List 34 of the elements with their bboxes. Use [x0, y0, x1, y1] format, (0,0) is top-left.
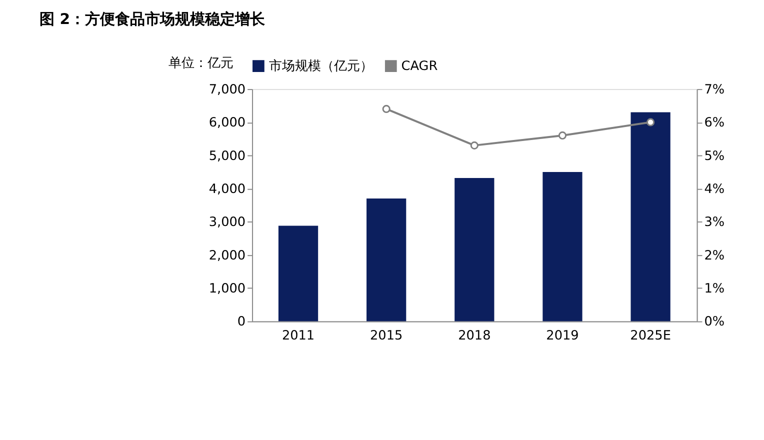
y2-tick-label: 0%	[704, 314, 725, 330]
point	[470, 141, 478, 150]
y-tick-label: 1,000	[208, 282, 246, 297]
y2-tick-label: 7%	[704, 82, 725, 98]
x-tick-label: 2025E	[630, 328, 671, 344]
y-tick-label: 5,000	[208, 148, 246, 164]
y2-tick-label: 5%	[704, 148, 725, 164]
y-tick-label: 6,000	[208, 116, 246, 131]
point	[646, 118, 655, 126]
legend-label: CAGR	[401, 59, 438, 74]
y-tick-label: 4,000	[208, 182, 246, 198]
y2-tick-label: 4%	[704, 182, 725, 198]
bar	[542, 172, 582, 322]
y2-tick-label: 6%	[704, 116, 725, 131]
y2-tick-label: 1%	[704, 282, 725, 297]
legend-label: 市场规模（亿元）	[268, 59, 373, 74]
y2-tick-label: 2%	[704, 248, 725, 264]
y-tick-label: 2,000	[208, 248, 246, 264]
y-tick-label: 3,000	[208, 215, 246, 230]
point	[558, 131, 567, 140]
bar	[366, 198, 406, 322]
bar	[630, 112, 670, 322]
y-tick-label: 7,000	[208, 82, 246, 98]
y-axis-title: 单位：亿元	[168, 56, 234, 71]
x-tick-label: 2019	[546, 328, 579, 344]
chart-title: 图 2：方便食品市场规模稳定增长	[40, 10, 266, 28]
bar	[278, 226, 318, 322]
x-tick-label: 2015	[370, 328, 403, 344]
y2-tick-label: 3%	[704, 215, 725, 230]
point	[382, 104, 390, 113]
bar	[454, 178, 494, 322]
x-tick-label: 2018	[458, 328, 491, 344]
x-tick-label: 2011	[282, 328, 315, 344]
y-tick-label: 0	[237, 314, 246, 330]
